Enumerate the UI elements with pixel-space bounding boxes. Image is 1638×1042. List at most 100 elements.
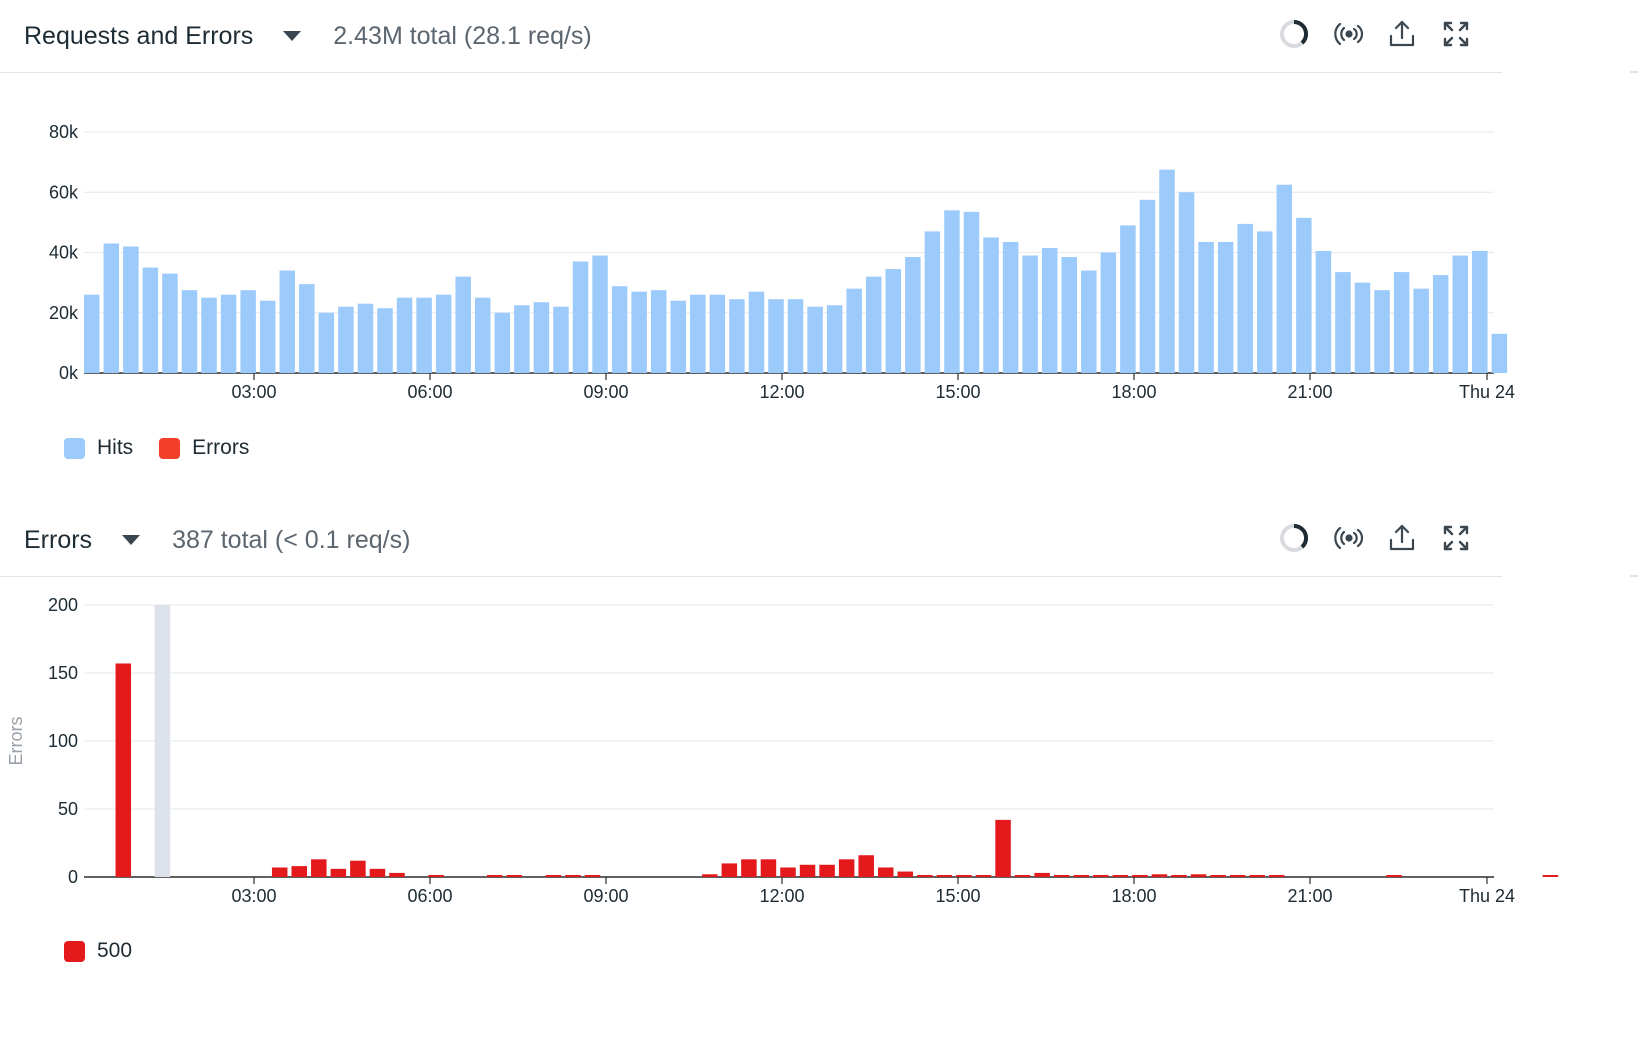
x-tick-label: 03:00 — [231, 886, 276, 906]
y-tick-label: 100 — [48, 731, 78, 751]
legend-errors[interactable]: Errors — [159, 436, 249, 460]
bar — [428, 875, 444, 877]
divider — [1630, 71, 1638, 73]
y-tick-label: 20k — [49, 303, 79, 323]
bar — [1413, 288, 1429, 373]
bar — [1190, 874, 1207, 877]
bar — [1210, 875, 1226, 877]
panel-title: Requests and Errors — [24, 21, 254, 50]
legend-label: Errors — [192, 436, 250, 459]
bar — [721, 863, 738, 877]
bar — [1432, 275, 1449, 373]
bar — [897, 871, 914, 877]
panel-summary: 387 total (< 0.1 req/s) — [172, 525, 411, 554]
bar — [338, 306, 354, 373]
export-icon[interactable] — [1386, 18, 1418, 50]
bar — [259, 300, 276, 373]
bar — [1151, 874, 1168, 877]
loading-ring-icon[interactable] — [1278, 18, 1310, 50]
bar — [741, 859, 757, 877]
bar — [103, 243, 120, 373]
x-tick-label: 06:00 — [407, 886, 452, 906]
bar — [936, 875, 953, 877]
bar — [1257, 231, 1273, 373]
bar — [181, 290, 198, 373]
bar — [475, 297, 491, 373]
legend-500[interactable]: 500 — [64, 939, 132, 963]
errors-chart: 0 50 100 150 200 03:00 06:00 09:00 12:00 15:00 18:… — [6, 595, 1559, 906]
bar — [1472, 250, 1488, 373]
requests-errors-header: Requests and Errors 2.43M total (28.1 re… — [0, 0, 1502, 73]
x-tick-label: Thu 24 — [1459, 382, 1515, 402]
bar — [917, 875, 933, 877]
bar — [487, 875, 503, 877]
chevron-down-icon[interactable] — [283, 31, 302, 41]
bar — [956, 875, 972, 877]
errors-header: Errors 387 total (< 0.1 req/s) — [0, 504, 1502, 577]
bar — [1053, 875, 1070, 877]
bar — [826, 305, 843, 373]
bar — [1393, 272, 1410, 373]
bar — [1014, 875, 1031, 877]
panel-summary: 2.43M total (28.1 req/s) — [333, 21, 592, 50]
bar — [858, 855, 874, 877]
bar — [878, 867, 894, 877]
bar — [1034, 872, 1050, 877]
bar — [572, 261, 589, 373]
bar — [1237, 223, 1253, 373]
chevron-down-icon[interactable] — [122, 535, 141, 545]
bar — [1386, 875, 1402, 877]
requests-errors-chart: 0k 20k 40k 60k 80k 03:00 06:00 09:00 12:00 15:00 1… — [49, 122, 1515, 402]
bar — [1061, 257, 1077, 373]
bar — [311, 859, 327, 877]
bar — [369, 868, 386, 877]
y-tick-label: 200 — [48, 595, 78, 615]
bar — [1093, 875, 1109, 877]
loading-ring-icon[interactable] — [1278, 522, 1310, 554]
bar — [240, 290, 256, 373]
x-tick-label: 21:00 — [1287, 886, 1332, 906]
bar — [1354, 282, 1371, 373]
live-stream-icon[interactable] — [1332, 18, 1364, 50]
panel-toolbar — [1278, 18, 1472, 50]
errors-swatch — [159, 437, 181, 459]
bar — [1315, 250, 1332, 373]
bar — [1120, 225, 1136, 373]
bar — [514, 305, 530, 373]
bar — [1159, 169, 1175, 373]
bar — [799, 864, 816, 877]
expand-icon[interactable] — [1440, 18, 1472, 50]
bar — [494, 312, 511, 373]
bar — [1276, 184, 1293, 373]
y-tick-label: 0 — [68, 867, 78, 887]
bar — [1100, 252, 1117, 373]
bar — [944, 210, 960, 373]
expand-icon[interactable] — [1440, 522, 1472, 554]
bar — [545, 875, 562, 877]
x-tick-label: 06:00 — [407, 382, 452, 402]
bar — [924, 231, 941, 373]
bar — [760, 859, 777, 877]
bar — [611, 286, 628, 373]
export-icon[interactable] — [1386, 522, 1418, 554]
bar — [670, 300, 686, 373]
bar — [729, 299, 745, 373]
legend-hits[interactable]: Hits — [64, 436, 133, 460]
bar — [435, 294, 452, 373]
bar — [279, 270, 295, 373]
bar — [905, 257, 921, 373]
y-tick-label: 50 — [58, 799, 78, 819]
bar — [291, 866, 307, 877]
x-tick-label: 09:00 — [583, 886, 628, 906]
bar — [162, 273, 178, 373]
bar — [1002, 241, 1019, 373]
live-stream-icon[interactable] — [1332, 522, 1364, 554]
bar — [330, 868, 347, 877]
chart-legend: Hits Errors — [64, 436, 249, 460]
bar — [592, 255, 608, 373]
bar — [271, 867, 288, 877]
bar — [506, 875, 523, 877]
bar — [1296, 217, 1312, 373]
bar — [1335, 272, 1351, 373]
x-tick-label: 09:00 — [583, 382, 628, 402]
